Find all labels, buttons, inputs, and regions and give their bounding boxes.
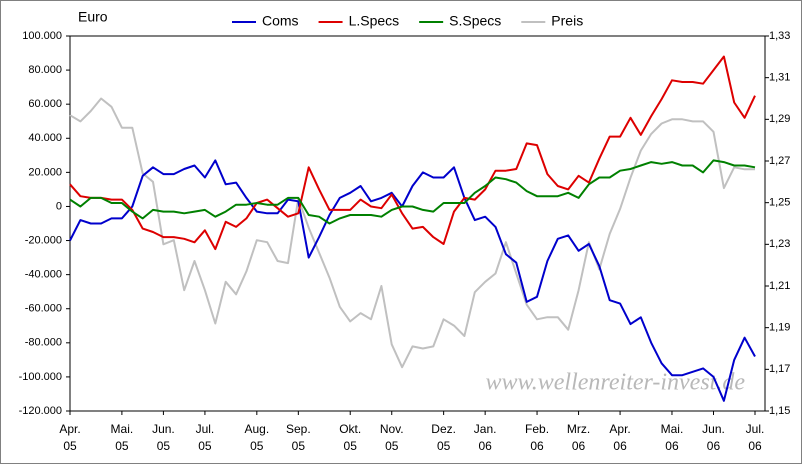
y-tick-label: 0: [56, 200, 62, 212]
y2-tick-label: 1,29: [769, 113, 790, 125]
x-tick-label: Apr. 05: [59, 422, 80, 453]
x-tick-label: Mai. 05: [111, 422, 134, 453]
plot-area: [69, 35, 766, 412]
y-tick-label: -120.000: [19, 405, 62, 417]
y2-tick-label: 1,17: [769, 363, 790, 375]
x-tick-label: Mai. 06: [661, 422, 684, 453]
y2-tick-label: 1,21: [769, 280, 790, 292]
y-tick-label: -80.000: [25, 337, 62, 349]
x-tick-label: Jul. 05: [196, 422, 215, 453]
y-axis-label: Euro: [78, 9, 108, 25]
x-tick-label: Okt. 05: [339, 422, 361, 453]
legend-label: L.Specs: [349, 13, 400, 29]
series-line: [69, 159, 756, 225]
y-tick-label: -20.000: [25, 234, 62, 246]
y2-tick-label: 1,27: [769, 155, 790, 167]
y-tick-label: -40.000: [25, 269, 62, 281]
series-line: [69, 97, 755, 369]
y-tick-label: 60.000: [28, 98, 62, 110]
x-tick-label: Feb. 06: [525, 422, 549, 453]
y2-tick-label: 1,19: [769, 322, 790, 334]
x-tick-label: Mrz. 06: [567, 422, 590, 453]
x-tick-label: Dez. 05: [431, 422, 456, 453]
y-tick-label: 20.000: [28, 166, 62, 178]
y-tick-label: -100.000: [19, 371, 62, 383]
x-tick-label: Nov. 05: [380, 422, 404, 453]
y-tick-label: 80.000: [28, 64, 62, 76]
y-tick-label: 100.000: [22, 30, 62, 42]
y2-tick-label: 1,25: [769, 197, 790, 209]
y2-tick-label: 1,33: [769, 30, 790, 42]
x-tick-label: Jul. 06: [746, 422, 765, 453]
y2-tick-label: 1,23: [769, 238, 790, 250]
y-tick-label: -60.000: [25, 303, 62, 315]
y2-tick-label: 1,31: [769, 72, 790, 84]
y2-tick-label: 1,15: [769, 405, 790, 417]
legend-label: Preis: [551, 13, 583, 29]
x-tick-label: Aug. 05: [244, 422, 269, 453]
series-line: [69, 55, 756, 251]
x-tick-label: Jun. 06: [702, 422, 725, 453]
x-tick-label: Jun. 05: [152, 422, 175, 453]
legend-label: S.Specs: [449, 13, 501, 29]
legend-label: Coms: [262, 13, 299, 29]
series-line: [69, 159, 756, 402]
x-tick-label: Sep. 05: [286, 422, 311, 453]
y-tick-label: 40.000: [28, 132, 62, 144]
watermark: www.wellenreiter-invest.de: [486, 370, 746, 396]
x-tick-label: Apr. 06: [609, 422, 630, 453]
x-tick-label: Jan. 06: [474, 422, 497, 453]
